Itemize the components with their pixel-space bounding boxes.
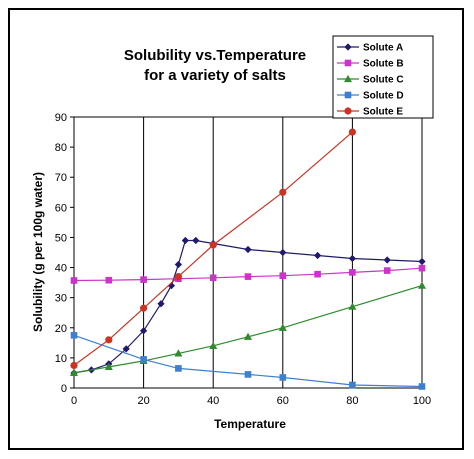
data-point-solute-b	[383, 267, 391, 274]
legend-label: Solute A	[363, 43, 403, 54]
legend-item-solute-c: Solute C	[337, 75, 404, 86]
x-tick-label: 60	[277, 395, 289, 407]
y-tick-label: 50	[55, 232, 67, 244]
data-point-solute-d	[70, 332, 78, 339]
data-point-solute-e	[174, 272, 182, 281]
series-line-solute-c	[73, 285, 423, 374]
x-tick-label: 20	[137, 395, 149, 407]
grid-lines	[143, 117, 353, 388]
legend-label: Solute D	[363, 91, 404, 102]
y-tick-label: 30	[55, 293, 67, 305]
series-line-solute-d	[73, 334, 423, 388]
y-axis-ticks: 0 10 20 30 40 50 60 70 80 90	[55, 112, 74, 395]
series-group	[69, 128, 427, 390]
data-point-solute-b	[105, 276, 113, 284]
data-point-solute-b	[314, 270, 321, 278]
legend-marker	[343, 74, 353, 83]
data-point-solute-c	[243, 332, 253, 340]
data-point-solute-c	[69, 368, 79, 377]
y-tick-label: 80	[55, 142, 67, 154]
series-solute-c	[69, 281, 427, 377]
data-point-solute-a	[139, 327, 148, 335]
legend-label: Solute B	[363, 59, 404, 70]
y-tick-label: 0	[61, 383, 67, 395]
plot-area	[73, 116, 423, 389]
y-axis-label: Solubility (g per 100g water)	[31, 172, 45, 332]
data-point-solute-e	[105, 336, 113, 344]
series-solute-e	[70, 128, 357, 370]
data-point-solute-a	[383, 256, 391, 264]
legend-label: Solute C	[363, 75, 404, 86]
series-solute-d	[70, 332, 426, 390]
data-point-solute-e	[140, 304, 148, 312]
data-point-solute-d	[175, 365, 182, 372]
data-point-solute-a	[418, 257, 426, 266]
data-point-solute-e	[70, 361, 78, 370]
data-point-solute-c	[348, 302, 357, 310]
legend: Solute A Solute B Solute C Solute D Solute E	[332, 35, 434, 119]
legend-label: Solute E	[363, 107, 403, 118]
series-solute-a	[70, 236, 426, 377]
legend-marker	[344, 91, 352, 99]
y-tick-label: 90	[55, 112, 67, 124]
x-tick-label: 100	[413, 395, 431, 407]
data-point-solute-c	[174, 349, 183, 357]
y-tick-label: 10	[55, 353, 67, 365]
data-point-solute-b	[349, 269, 356, 276]
y-tick-label: 60	[55, 202, 67, 214]
legend-item-solute-b: Solute B	[337, 59, 404, 70]
data-point-solute-b	[140, 276, 147, 283]
x-axis-label: Temperature	[214, 417, 286, 431]
data-point-solute-d	[279, 374, 287, 381]
data-point-solute-d	[349, 381, 356, 389]
legend-item-solute-a: Solute A	[337, 43, 403, 54]
legend-item-solute-e: Solute E	[337, 107, 403, 118]
chart-subtitle: for a variety of salts	[144, 67, 286, 84]
y-tick-label: 40	[55, 263, 67, 275]
x-tick-label: 40	[207, 395, 219, 407]
legend-marker	[344, 43, 352, 51]
data-point-solute-b	[244, 273, 252, 280]
data-point-solute-b	[70, 277, 78, 284]
legend-box	[332, 35, 434, 119]
data-point-solute-a	[157, 300, 165, 308]
data-point-solute-c	[209, 341, 218, 349]
data-point-solute-a	[279, 248, 287, 257]
data-point-solute-a	[122, 345, 130, 353]
data-point-solute-a	[192, 236, 200, 245]
x-tick-label: 80	[346, 395, 358, 407]
data-point-solute-b	[209, 274, 217, 282]
data-point-solute-c	[104, 362, 113, 371]
data-point-solute-a	[313, 251, 322, 260]
data-point-solute-b	[418, 264, 426, 272]
legend-marker	[344, 59, 352, 67]
data-point-solute-c	[417, 281, 427, 289]
data-point-solute-a	[174, 260, 183, 269]
x-tick-label: 0	[71, 395, 77, 407]
y-tick-label: 20	[55, 323, 67, 335]
data-point-solute-e	[209, 241, 217, 249]
y-tick-label: 70	[55, 172, 67, 184]
data-point-solute-d	[140, 356, 147, 363]
legend-marker	[344, 107, 352, 115]
series-solute-b	[70, 264, 426, 284]
data-point-solute-a	[181, 236, 189, 245]
data-point-solute-a	[348, 254, 357, 263]
data-point-solute-e	[279, 188, 287, 196]
chart-title: Solubility vs.Temperature	[124, 47, 306, 64]
data-point-solute-c	[278, 323, 287, 331]
data-point-solute-a	[244, 245, 252, 254]
data-point-solute-d	[418, 383, 426, 390]
data-point-solute-b	[279, 272, 287, 279]
legend-item-solute-d: Solute D	[337, 91, 404, 102]
data-point-solute-e	[348, 128, 357, 136]
data-point-solute-d	[244, 371, 252, 378]
x-axis-ticks: 0 20 40 60 80 100	[71, 395, 431, 407]
